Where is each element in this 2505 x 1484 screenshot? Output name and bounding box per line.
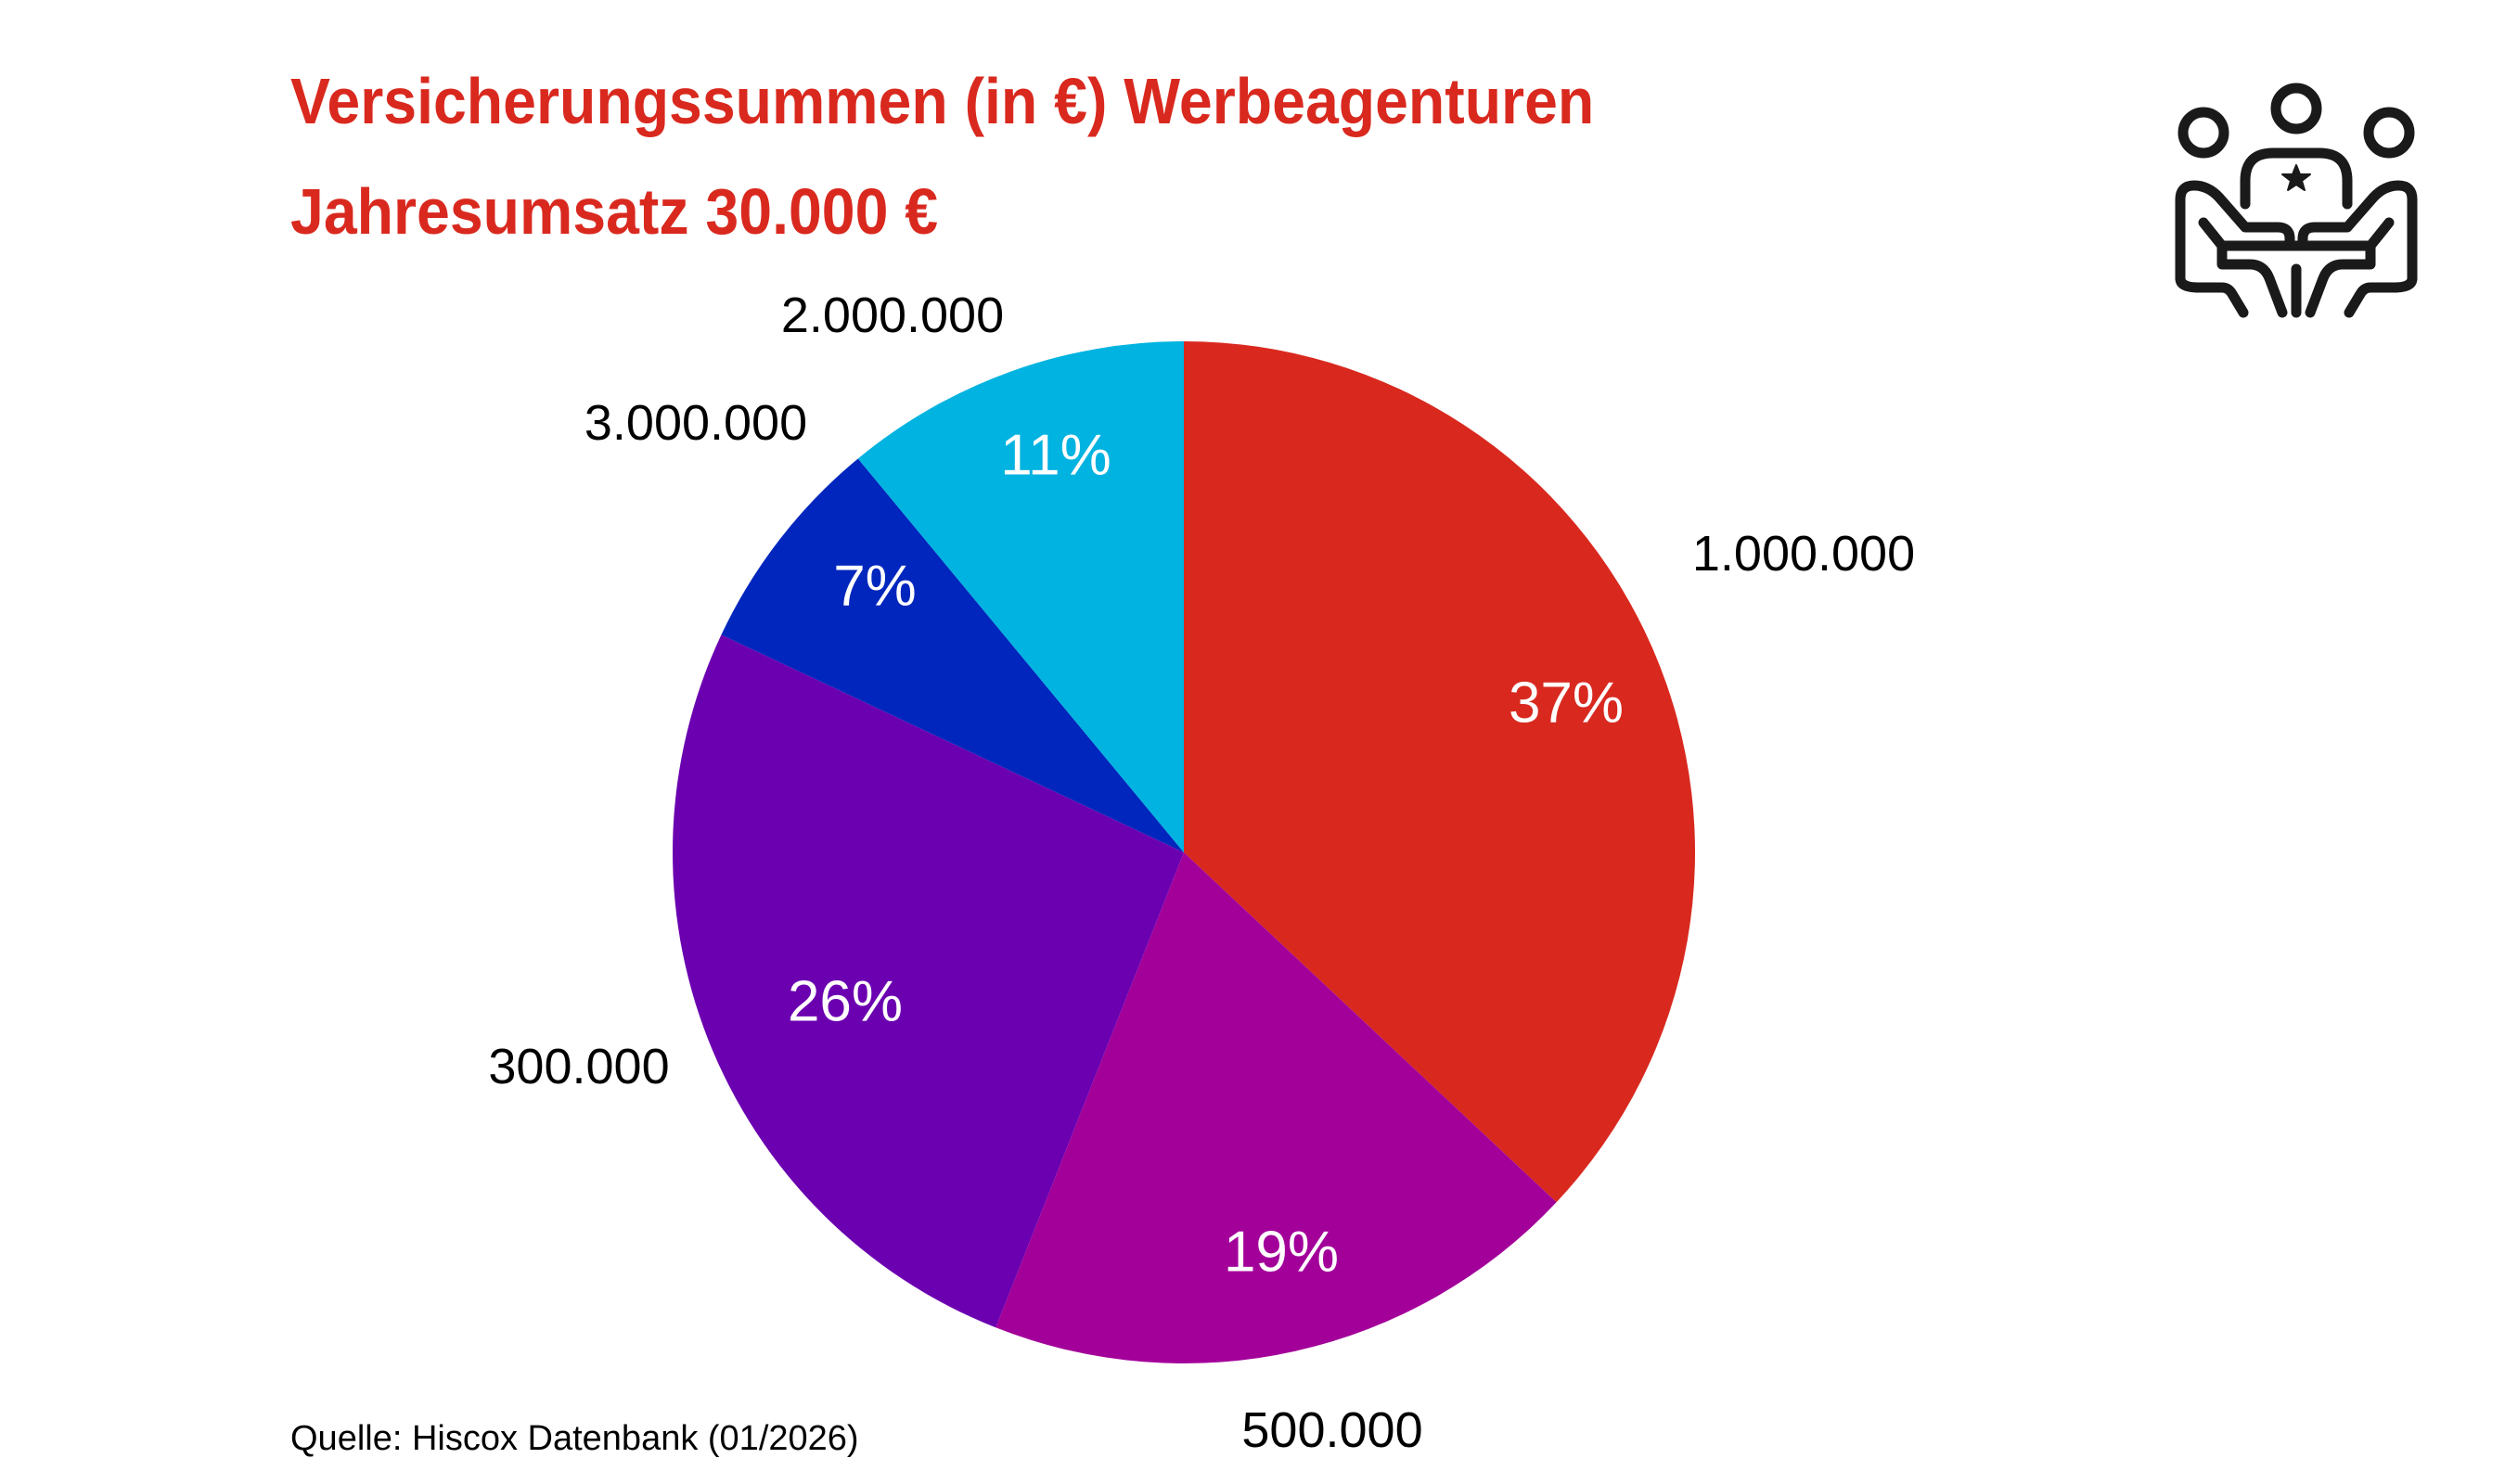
pie-slice-500000 <box>996 852 1557 1363</box>
pie-slice-1000000 <box>1184 341 1696 1203</box>
pie-slice-3000000 <box>721 458 1184 852</box>
pie-slice-300000 <box>673 634 1184 1328</box>
pie-slice-2000000 <box>857 341 1184 852</box>
percent-label: 19% <box>1223 1220 1340 1285</box>
category-label: 300.000 <box>488 1039 670 1094</box>
category-label: 2.000.000 <box>780 288 1005 343</box>
percent-label: 26% <box>787 969 904 1034</box>
source-note: Quelle: Hiscox Datenbank (01/2026) <box>290 1419 859 1458</box>
category-label: 1.000.000 <box>1691 526 1916 582</box>
category-label: 500.000 <box>1241 1402 1423 1458</box>
percent-label: 7% <box>833 554 917 619</box>
meeting-table-people-icon <box>2175 83 2418 318</box>
percent-label: 11% <box>1000 423 1111 488</box>
percent-label: 37% <box>1508 671 1625 736</box>
category-label: 3.000.000 <box>584 395 808 451</box>
chart-title: Versicherungssummen (in €) Werbeagenture… <box>290 65 1595 137</box>
chart-subtitle: Jahresumsatz 30.000 € <box>290 175 939 248</box>
